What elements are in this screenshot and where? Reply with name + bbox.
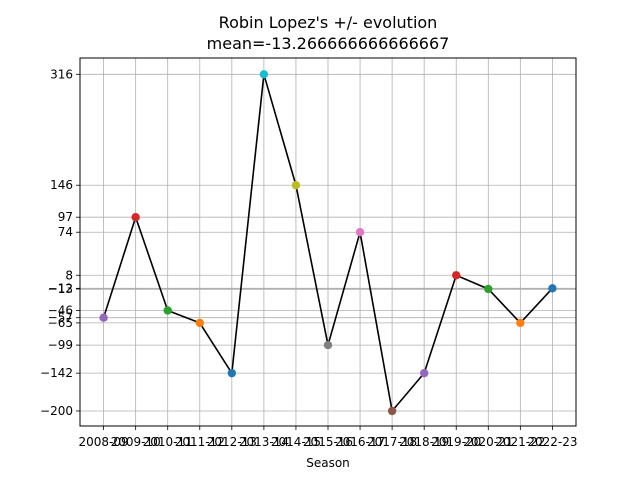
data-point-marker [548, 284, 557, 293]
y-tick-label: −142 [40, 366, 73, 380]
x-tick-label: 2017-18 [367, 435, 417, 449]
x-tick-label: 2013-14 [239, 435, 289, 449]
data-point-marker [387, 406, 397, 416]
plot-frame [79, 57, 577, 427]
x-tick-label: 2014-15 [271, 435, 321, 449]
data-point-marker [419, 368, 429, 378]
x-tick-label: 2015-16 [303, 435, 353, 449]
data-point-marker [99, 313, 108, 322]
y-tick-label: 8 [65, 268, 73, 282]
y-tick-label: −99 [48, 338, 73, 352]
x-tick-label: 2009-10 [111, 435, 161, 449]
y-tick-label: −12 [48, 281, 73, 295]
y-tick-label: 97 [58, 210, 73, 224]
data-point-marker [291, 181, 301, 190]
y-tick-label: 316 [50, 67, 73, 81]
x-tick-labels: 2008-092009-102010-112011-122012-132013-… [79, 426, 577, 449]
x-tick-label: 2010-11 [143, 435, 193, 449]
data-point-marker [195, 318, 204, 328]
x-tick-label: 2018-19 [399, 435, 449, 449]
markers-layer [99, 70, 557, 416]
data-point-marker [259, 70, 269, 79]
x-tick-label: 2012-13 [207, 435, 257, 449]
data-point-marker [227, 368, 237, 378]
y-tick-label: −57 [48, 311, 73, 325]
y-tick-label: 74 [58, 225, 73, 239]
y-tick-label: −65 [48, 316, 73, 330]
x-tick-label: 2016-17 [335, 435, 385, 449]
x-tick-label: 2022-23 [527, 435, 577, 449]
data-point-marker [484, 284, 493, 294]
data-point-marker [516, 318, 525, 328]
x-tick-label: 2011-12 [175, 435, 225, 449]
data-point-marker [452, 271, 461, 280]
data-point-marker [355, 228, 365, 237]
data-point-marker [131, 213, 140, 222]
y-tick-label: −200 [40, 404, 73, 418]
x-tick-label: 2021-22 [495, 435, 545, 449]
chart-subtitle: mean=-13.266666666666667 [207, 34, 450, 53]
x-axis-label: Season [306, 456, 350, 470]
chart-title: Robin Lopez's +/- evolution [219, 13, 438, 32]
x-tick-label: 2019-20 [431, 435, 481, 449]
y-tick-label: −46 [48, 304, 73, 318]
x-tick-label: 2020-21 [463, 435, 513, 449]
x-tick-label: 2008-09 [79, 435, 129, 449]
y-tick-label: 146 [50, 178, 73, 192]
y-tick-label: −13 [48, 282, 73, 296]
data-point-marker [163, 306, 172, 315]
data-point-marker [323, 340, 333, 350]
